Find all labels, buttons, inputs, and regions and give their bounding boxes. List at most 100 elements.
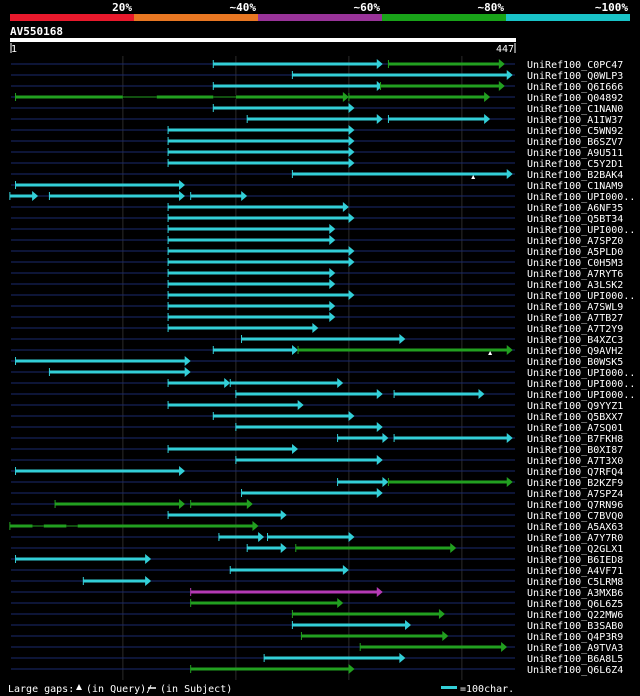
hit-label[interactable]: UniRef100_C1NAM9: [527, 181, 623, 192]
hit-segment[interactable]: [49, 194, 182, 198]
hit-row[interactable]: UniRef100_A9TVA3: [11, 642, 623, 654]
hit-label[interactable]: UniRef100_Q7RN96: [527, 500, 623, 511]
hit-segment[interactable]: [213, 106, 351, 110]
hit-label[interactable]: UniRef100_C0PC47: [527, 60, 623, 71]
hit-row[interactable]: UniRef100_A7SQ01: [11, 422, 623, 434]
hit-segment[interactable]: [264, 656, 402, 660]
hit-segment[interactable]: [292, 172, 509, 176]
hit-segment[interactable]: [230, 568, 345, 572]
hit-label[interactable]: UniRef100_UPI000..: [527, 225, 635, 236]
hit-segment[interactable]: [241, 491, 379, 495]
hit-label[interactable]: UniRef100_B7FKH8: [527, 434, 623, 445]
hit-row[interactable]: UniRef100_A5PLD0: [11, 246, 623, 258]
hit-label[interactable]: UniRef100_Q6I666: [527, 82, 623, 93]
hit-label[interactable]: UniRef100_A7T3X0: [527, 456, 623, 467]
hit-segment[interactable]: [292, 73, 509, 77]
hit-row[interactable]: UniRef100_A7Y7R0: [11, 532, 623, 544]
hit-segment[interactable]: [394, 392, 481, 396]
hit-segment[interactable]: [15, 557, 148, 561]
hit-segment[interactable]: [190, 601, 340, 605]
hit-row[interactable]: UniRef100_Q6L6Z5: [11, 598, 623, 610]
hit-segment[interactable]: [213, 84, 379, 88]
hit-row[interactable]: UniRef100_A7T3X0: [11, 455, 623, 467]
hit-row[interactable]: UniRef100_C5WN92: [11, 125, 623, 137]
hit-segment[interactable]: [9, 524, 255, 528]
hit-segment[interactable]: [267, 535, 351, 539]
hit-segment[interactable]: [83, 579, 148, 583]
hit-row[interactable]: UniRef100_B6SZV7: [11, 136, 623, 148]
hit-segment[interactable]: [15, 469, 182, 473]
hit-label[interactable]: UniRef100_A3MXB6: [527, 588, 623, 599]
hit-label[interactable]: UniRef100_Q22MW6: [527, 610, 623, 621]
hit-segment[interactable]: [295, 546, 453, 550]
hit-segment[interactable]: [380, 84, 501, 88]
hit-label[interactable]: UniRef100_UPI000..: [527, 390, 635, 401]
hit-label[interactable]: UniRef100_A5AX63: [527, 522, 623, 533]
hit-label[interactable]: UniRef100_Q04892: [527, 93, 623, 104]
hit-row[interactable]: UniRef100_A9U511: [11, 147, 623, 159]
hit-row[interactable]: UniRef100_C1NAN0: [11, 103, 623, 115]
hit-row[interactable]: UniRef100_A7SPZ0: [11, 235, 623, 247]
hit-label[interactable]: UniRef100_Q9AVH2: [527, 346, 623, 357]
hit-row[interactable]: UniRef100_B0WSK5: [11, 356, 623, 368]
hit-row[interactable]: UniRef100_B4XZC3: [11, 334, 623, 346]
hit-segment[interactable]: [15, 183, 182, 187]
hit-label[interactable]: UniRef100_B4XZC3: [527, 335, 623, 346]
hit-label[interactable]: UniRef100_UPI000..: [527, 291, 635, 302]
hit-segment[interactable]: [337, 480, 385, 484]
hit-row[interactable]: UniRef100_C7BVQ0: [11, 510, 623, 522]
hit-label[interactable]: UniRef100_B0XI87: [527, 445, 623, 456]
hit-segment[interactable]: [168, 249, 351, 253]
hit-segment[interactable]: [168, 315, 332, 319]
hit-row[interactable]: UniRef100_UPI000..: [11, 224, 635, 236]
hit-label[interactable]: UniRef100_Q7RFQ4: [527, 467, 623, 478]
hit-label[interactable]: UniRef100_C1NAN0: [527, 104, 623, 115]
hit-segment[interactable]: [15, 359, 187, 363]
hit-label[interactable]: UniRef100_C5WN92: [527, 126, 623, 137]
hit-row[interactable]: UniRef100_Q9AVH2: [11, 345, 623, 357]
hit-row[interactable]: UniRef100_A7SPZ4: [11, 488, 623, 500]
hit-row[interactable]: UniRef100_Q2GLX1: [11, 543, 623, 555]
hit-row[interactable]: UniRef100_UPI000..: [11, 378, 635, 390]
hit-row[interactable]: UniRef100_A7RYT6: [11, 268, 623, 280]
hit-label[interactable]: UniRef100_Q9YYZ1: [527, 401, 623, 412]
hit-label[interactable]: UniRef100_A1IW37: [527, 115, 623, 126]
hit-segment[interactable]: [168, 513, 283, 517]
hit-row[interactable]: UniRef100_B2KZF9: [11, 477, 623, 489]
hit-row[interactable]: UniRef100_B6IED8: [11, 554, 623, 566]
hit-segment[interactable]: [168, 326, 315, 330]
hit-label[interactable]: UniRef100_A7SPZ0: [527, 236, 623, 247]
hit-row[interactable]: UniRef100_A4VF71: [11, 565, 623, 577]
hit-segment[interactable]: [348, 95, 487, 99]
hit-row[interactable]: UniRef100_B6A8L5: [11, 653, 623, 665]
hit-row[interactable]: UniRef100_UPI000..: [11, 389, 635, 401]
hit-row[interactable]: UniRef100_A7SWL9: [11, 301, 623, 313]
hit-row[interactable]: UniRef100_C0PC47: [11, 59, 623, 71]
hit-label[interactable]: UniRef100_Q0WLP3: [527, 71, 623, 82]
hit-row[interactable]: UniRef100_C5Y2D1: [11, 158, 623, 170]
hit-segment[interactable]: [213, 62, 379, 66]
hit-row[interactable]: UniRef100_A3MXB6: [11, 587, 623, 599]
hit-row[interactable]: UniRef100_Q5BXX7: [11, 411, 623, 423]
hit-row[interactable]: UniRef100_Q22MW6: [11, 609, 623, 621]
hit-segment[interactable]: [168, 216, 351, 220]
hit-segment[interactable]: [190, 667, 351, 671]
hit-segment[interactable]: [235, 392, 379, 396]
hit-row[interactable]: UniRef100_A3LSK2: [11, 279, 623, 291]
hit-label[interactable]: UniRef100_Q2GLX1: [527, 544, 623, 555]
hit-label[interactable]: UniRef100_C5Y2D1: [527, 159, 623, 170]
hit-label[interactable]: UniRef100_Q5BT34: [527, 214, 623, 225]
hit-segment[interactable]: [247, 546, 283, 550]
hit-segment[interactable]: [55, 502, 182, 506]
hit-segment[interactable]: [247, 117, 379, 121]
hit-segment[interactable]: [168, 227, 332, 231]
hit-label[interactable]: UniRef100_A6NF35: [527, 203, 623, 214]
hit-label[interactable]: UniRef100_A7SWL9: [527, 302, 623, 313]
hit-label[interactable]: UniRef100_B6SZV7: [527, 137, 623, 148]
hit-row[interactable]: UniRef100_C5LRM8: [11, 576, 623, 588]
hit-row[interactable]: UniRef100_B0XI87: [11, 444, 623, 456]
hit-segment[interactable]: [218, 535, 261, 539]
hit-row[interactable]: UniRef100_A5AX63: [9, 521, 623, 533]
hit-segment[interactable]: [298, 348, 509, 352]
hit-label[interactable]: UniRef100_A4VF71: [527, 566, 623, 577]
